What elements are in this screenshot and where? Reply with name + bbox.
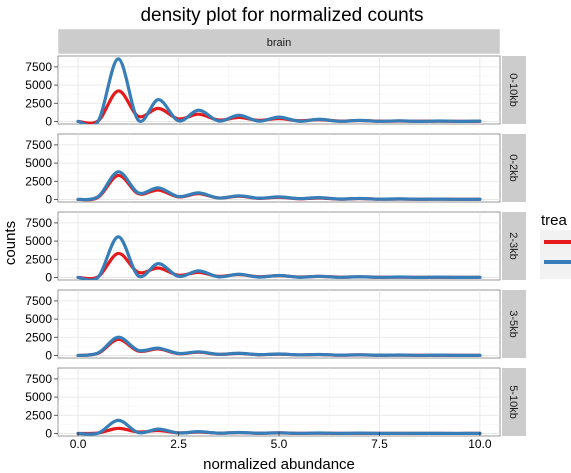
row-strip-label: 5-10kb — [507, 385, 519, 419]
y-tick-label: 0 — [45, 192, 52, 206]
y-tick-label: 2500 — [25, 174, 52, 188]
y-tick-label: 0 — [45, 114, 52, 128]
row-strip-bg — [502, 56, 526, 124]
legend: trea — [540, 212, 571, 279]
y-tick-label: 7500 — [25, 138, 52, 152]
x-tick-label: 10.0 — [468, 437, 492, 451]
y-tick-label: 2500 — [25, 330, 52, 344]
row-strip-bg — [502, 290, 526, 358]
y-tick-label: 5000 — [25, 390, 52, 404]
y-tick-label: 5000 — [25, 234, 52, 248]
row-strip-label: 0-2kb — [507, 154, 519, 182]
x-tick-label: 2.5 — [170, 437, 187, 451]
density-line-series-2 — [76, 235, 482, 280]
row-strip-label: 0-10kb — [507, 73, 519, 107]
panels: 0 2500 5000 7500 0-10kb 0 2500 5000 7500 0-2kb 0 25… — [25, 55, 526, 440]
y-tick-label: 2500 — [25, 408, 52, 422]
x-axis-title: normalized abundance — [203, 456, 355, 473]
row-strip-bg — [502, 212, 526, 280]
legend-title: trea — [541, 212, 568, 229]
y-tick-label: 7500 — [25, 60, 52, 74]
y-tick-label: 7500 — [25, 216, 52, 230]
series-lines — [76, 335, 482, 358]
column-strip-label: brain — [267, 37, 291, 49]
y-tick-label: 7500 — [25, 372, 52, 386]
series-lines — [76, 170, 482, 202]
panel-5-10kb: 0 2500 5000 7500 5-10kb — [25, 367, 526, 440]
y-tick-label: 5000 — [25, 78, 52, 92]
panel-0-10kb: 0 2500 5000 7500 0-10kb — [25, 55, 526, 128]
x-tick-label: 7.5 — [371, 437, 388, 451]
y-axis-title: counts — [2, 221, 19, 265]
row-strip-bg — [502, 368, 526, 436]
x-tick-label: 5.0 — [271, 437, 288, 451]
y-tick-label: 2500 — [25, 252, 52, 266]
y-tick-label: 5000 — [25, 312, 52, 326]
row-strip-bg — [502, 134, 526, 202]
x-axis: 0.0 2.5 5.0 7.5 10.0 — [70, 432, 492, 451]
y-tick-label: 7500 — [25, 294, 52, 308]
row-strip-label: 3-5kb — [507, 310, 519, 338]
density-line-series-2 — [76, 335, 482, 358]
density-line-series-2 — [76, 170, 482, 202]
series-lines — [76, 57, 482, 124]
y-tick-label: 0 — [45, 426, 52, 440]
density-line-series-2 — [76, 57, 482, 124]
y-tick-label: 5000 — [25, 156, 52, 170]
row-strip-label: 2-3kb — [507, 232, 519, 260]
column-strip-bg — [57, 28, 501, 55]
series-lines — [76, 235, 482, 280]
chart-title: density plot for normalized counts — [140, 5, 423, 26]
x-tick-label: 0.0 — [70, 437, 87, 451]
y-tick-label: 0 — [45, 270, 52, 284]
panel-2-3kb: 0 2500 5000 7500 2-3kb — [25, 211, 526, 284]
column-strip: brain — [57, 28, 501, 55]
y-tick-label: 0 — [45, 348, 52, 362]
panel-0-2kb: 0 2500 5000 7500 0-2kb — [25, 133, 526, 206]
y-tick-label: 2500 — [25, 96, 52, 110]
panel-3-5kb: 0 2500 5000 7500 3-5kb — [25, 289, 526, 362]
